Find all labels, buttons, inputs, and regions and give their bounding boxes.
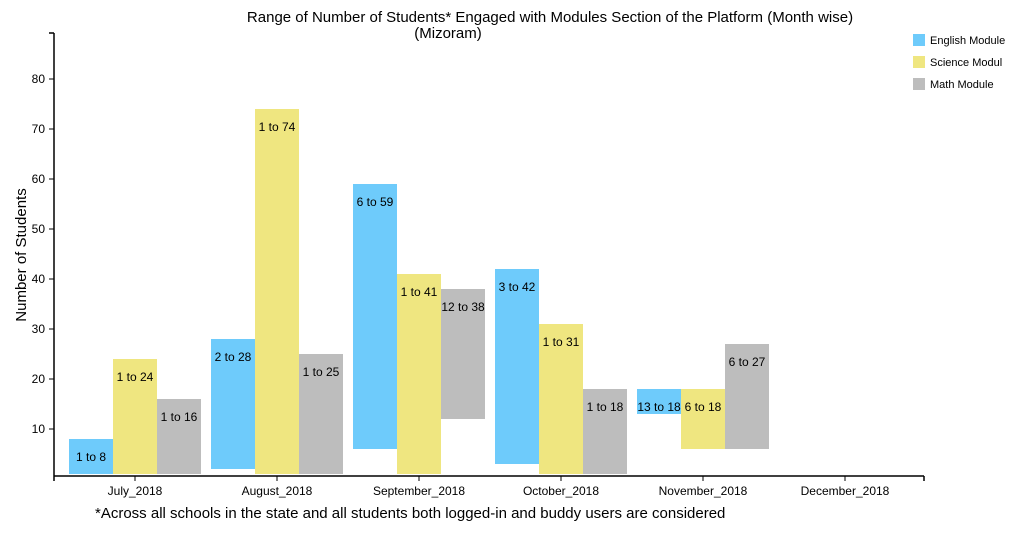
x-axis: July_2018 August_2018 September_2018 Octobe… (53, 475, 925, 498)
bar (495, 269, 539, 464)
bar (637, 389, 681, 414)
bar-label: 12 to 38 (441, 300, 485, 314)
y-tick-label: 30 (32, 322, 46, 336)
bar-label: 1 to 41 (401, 285, 438, 299)
x-tick-label: July_2018 (108, 484, 163, 498)
y-tick-label: 70 (32, 122, 46, 136)
y-axis-title: Number of Students (13, 188, 30, 321)
bar-label: 13 to 18 (637, 400, 681, 414)
x-tick-label: November_2018 (659, 484, 748, 498)
bar-label: 1 to 31 (543, 335, 580, 349)
bar-label: 1 to 16 (161, 410, 198, 424)
y-tick-label: 50 (32, 222, 46, 236)
legend-swatch (913, 78, 925, 90)
bar-label: 6 to 27 (729, 355, 766, 369)
legend-label: English Module (930, 35, 1005, 47)
bar-label: 1 to 74 (259, 120, 296, 134)
legend-swatch (913, 56, 925, 68)
y-tick-label: 80 (32, 72, 46, 86)
x-tick-label: August_2018 (242, 484, 313, 498)
y-tick-label: 20 (32, 372, 46, 386)
bar-label: 1 to 25 (303, 365, 340, 379)
bar-label: 1 to 18 (587, 400, 624, 414)
bar (397, 274, 441, 474)
bar-label: 2 to 28 (215, 350, 252, 364)
bar (441, 289, 485, 419)
legend-label: Math Module (930, 79, 994, 91)
bar (157, 399, 201, 474)
bar (681, 389, 725, 449)
bar (69, 439, 113, 474)
bar-label: 1 to 8 (76, 450, 106, 464)
bar (299, 354, 343, 474)
chart-subtitle: (Mizoram) (414, 25, 482, 42)
y-tick-label: 10 (32, 422, 46, 436)
y-tick-label: 40 (32, 272, 46, 286)
bar-label: 3 to 42 (499, 280, 536, 294)
y-axis: 10 20 30 40 50 60 70 80 (32, 32, 55, 476)
x-tick-label: October_2018 (523, 484, 599, 498)
bars: 1 to 8 2 to 28 6 to 59 3 to 42 13 to 18 1 to … (69, 109, 769, 474)
chart-title: Range of Number of Students* Engaged wit… (247, 9, 853, 26)
bar (583, 389, 627, 474)
y-tick-label: 60 (32, 172, 46, 186)
footnote: *Across all schools in the state and all… (95, 505, 725, 522)
bar (725, 344, 769, 449)
legend-label: Science Modul (930, 57, 1002, 69)
bar (539, 324, 583, 474)
legend-swatch (913, 34, 925, 46)
bar (211, 339, 255, 469)
bar-label: 6 to 59 (357, 195, 394, 209)
bar-label: 6 to 18 (685, 400, 722, 414)
bar (113, 359, 157, 474)
x-tick-label: December_2018 (801, 484, 890, 498)
bar-label: 1 to 24 (117, 370, 154, 384)
bar (353, 184, 397, 449)
x-tick-label: September_2018 (373, 484, 465, 498)
legend: English Module Science Modul Math Module (913, 34, 1005, 91)
bar (255, 109, 299, 474)
